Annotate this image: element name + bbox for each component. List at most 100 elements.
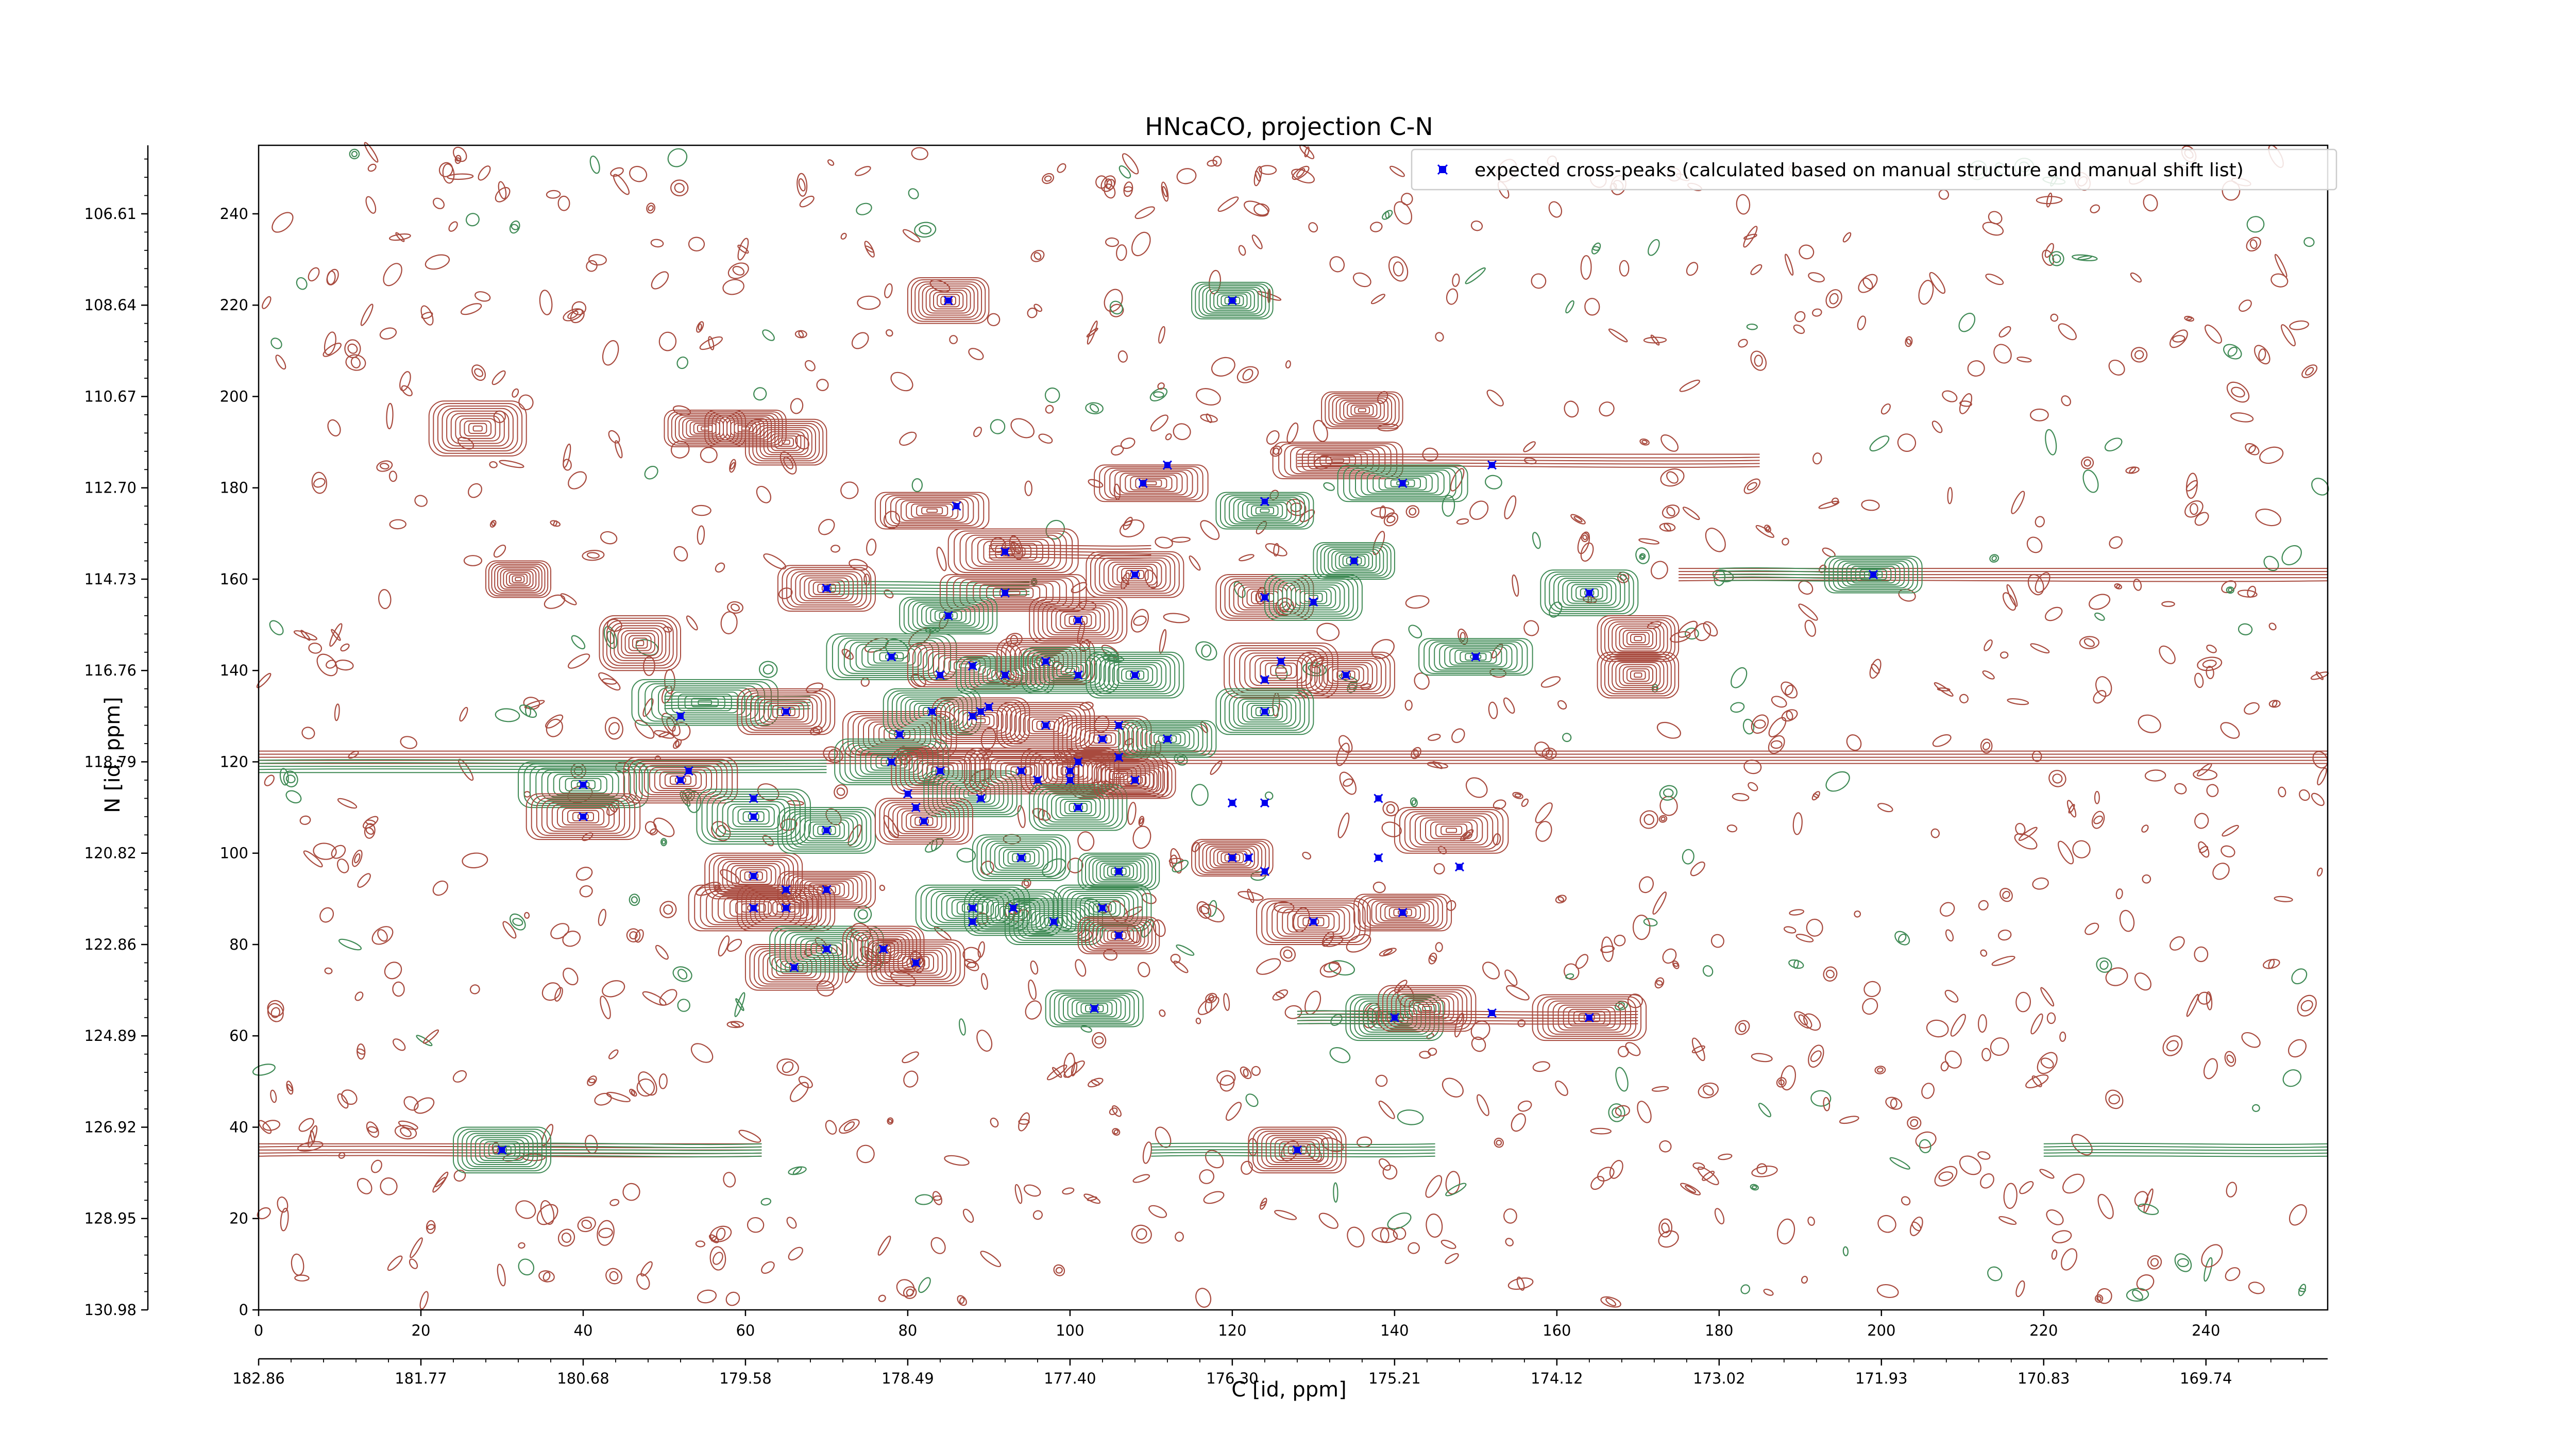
expected-cross-peak-marker xyxy=(911,958,921,968)
ridge-contour xyxy=(1719,574,1882,576)
noise-contour xyxy=(729,459,736,473)
noise-contour xyxy=(2083,459,2091,467)
noise-contour xyxy=(1386,804,1395,814)
noise-contour xyxy=(2052,254,2061,263)
noise-contour xyxy=(1876,1284,1899,1299)
expected-cross-peak-marker xyxy=(578,780,588,789)
noise-contour xyxy=(726,1021,744,1029)
cross-peak-negative xyxy=(1077,852,1160,890)
noise-contour xyxy=(1410,797,1418,807)
noise-contour xyxy=(1405,505,1420,518)
cross-peak-positive xyxy=(744,418,827,466)
noise-contour xyxy=(973,427,982,437)
expected-cross-peak-marker xyxy=(578,812,588,821)
cross-peak-negative xyxy=(972,834,1071,881)
noise-contour xyxy=(2019,1181,2034,1194)
x-index-tick-label: 240 xyxy=(2192,1322,2220,1339)
noise-contour xyxy=(708,336,715,350)
noise-contour xyxy=(1123,516,1133,530)
noise-contour xyxy=(1911,1221,1922,1232)
cross-peak-positive xyxy=(428,400,527,457)
noise-contour xyxy=(1383,512,1399,527)
noise-contour xyxy=(264,774,275,786)
noise-contour xyxy=(1703,621,1718,637)
noise-contour xyxy=(794,434,810,450)
noise-contour xyxy=(796,173,808,197)
expected-cross-peak-marker xyxy=(1227,296,1237,306)
noise-contour xyxy=(422,1029,439,1044)
noise-contour xyxy=(731,603,740,612)
expected-cross-peak-marker xyxy=(675,711,685,721)
noise-contour xyxy=(640,1261,653,1277)
noise-contour xyxy=(2270,273,2289,288)
noise-contour xyxy=(2248,1282,2265,1294)
cross-peak-positive xyxy=(996,702,1095,749)
y-index-tick-label: 100 xyxy=(220,845,248,862)
noise-contour xyxy=(914,222,937,238)
noise-contour xyxy=(879,884,886,891)
noise-contour xyxy=(1889,1157,1910,1170)
ridge-contour xyxy=(1297,462,1760,465)
noise-contour xyxy=(690,1043,714,1063)
cross-peak-positive xyxy=(874,798,973,845)
noise-contour xyxy=(1565,300,1574,314)
noise-contour xyxy=(980,973,988,990)
noise-contour xyxy=(1191,784,1209,806)
cross-peak-positive xyxy=(931,697,1030,745)
noise-contour xyxy=(631,896,638,904)
noise-contour xyxy=(1159,1009,1166,1017)
cross-peak-positive xyxy=(1272,442,1403,479)
noise-contour xyxy=(980,861,994,875)
noise-contour xyxy=(1088,1077,1104,1088)
noise-contour xyxy=(334,703,340,721)
noise-contour xyxy=(763,553,787,569)
noise-contour xyxy=(598,672,621,691)
noise-contour xyxy=(1375,1074,1388,1087)
noise-contour xyxy=(604,717,623,740)
noise-contour xyxy=(1764,525,1771,533)
expected-cross-peak-marker xyxy=(1073,757,1083,767)
expected-cross-peak-marker xyxy=(1065,766,1075,776)
noise-contour xyxy=(491,521,495,527)
noise-contour xyxy=(383,263,402,287)
noise-contour xyxy=(2141,824,2149,833)
noise-contour xyxy=(857,295,881,310)
plot-area xyxy=(252,142,2329,1311)
noise-contour xyxy=(420,305,434,326)
noise-contour xyxy=(1165,433,1172,441)
noise-contour xyxy=(2204,1257,2213,1282)
noise-contour xyxy=(2040,987,2055,1007)
noise-contour xyxy=(1075,959,1087,977)
cross-peak-negative xyxy=(1029,784,1128,831)
noise-contour xyxy=(1433,863,1445,874)
noise-contour xyxy=(1503,697,1515,714)
noise-contour xyxy=(602,340,619,366)
noise-contour xyxy=(1158,326,1165,344)
noise-contour xyxy=(395,232,405,242)
x-ppm-tick-label: 176.30 xyxy=(1206,1370,1258,1387)
noise-contour xyxy=(1575,954,1589,969)
noise-contour xyxy=(327,419,341,436)
noise-contour xyxy=(1404,700,1413,711)
noise-contour xyxy=(959,1297,965,1304)
x-index-tick-label: 100 xyxy=(1056,1322,1084,1339)
y-ppm-tick-label: 114.73 xyxy=(84,570,137,588)
x-ppm-tick-label: 182.86 xyxy=(232,1370,284,1387)
noise-contour xyxy=(1023,880,1029,887)
noise-contour xyxy=(1118,165,1131,179)
noise-contour xyxy=(1512,574,1519,597)
expected-cross-peak-marker xyxy=(1114,752,1124,762)
noise-contour xyxy=(600,996,611,1019)
noise-contour xyxy=(298,1118,314,1132)
expected-cross-peak-marker xyxy=(1097,903,1107,913)
cross-peak-negative xyxy=(1021,647,1120,694)
noise-contour xyxy=(888,1119,893,1123)
noise-contour xyxy=(626,928,641,942)
noise-contour xyxy=(1580,255,1592,280)
noise-contour xyxy=(1690,861,1705,877)
noise-contour xyxy=(2231,386,2245,398)
noise-contour xyxy=(600,531,618,545)
noise-contour xyxy=(1053,1264,1065,1276)
noise-contour xyxy=(1557,896,1565,902)
y-ppm-tick-label: 126.92 xyxy=(84,1118,137,1136)
